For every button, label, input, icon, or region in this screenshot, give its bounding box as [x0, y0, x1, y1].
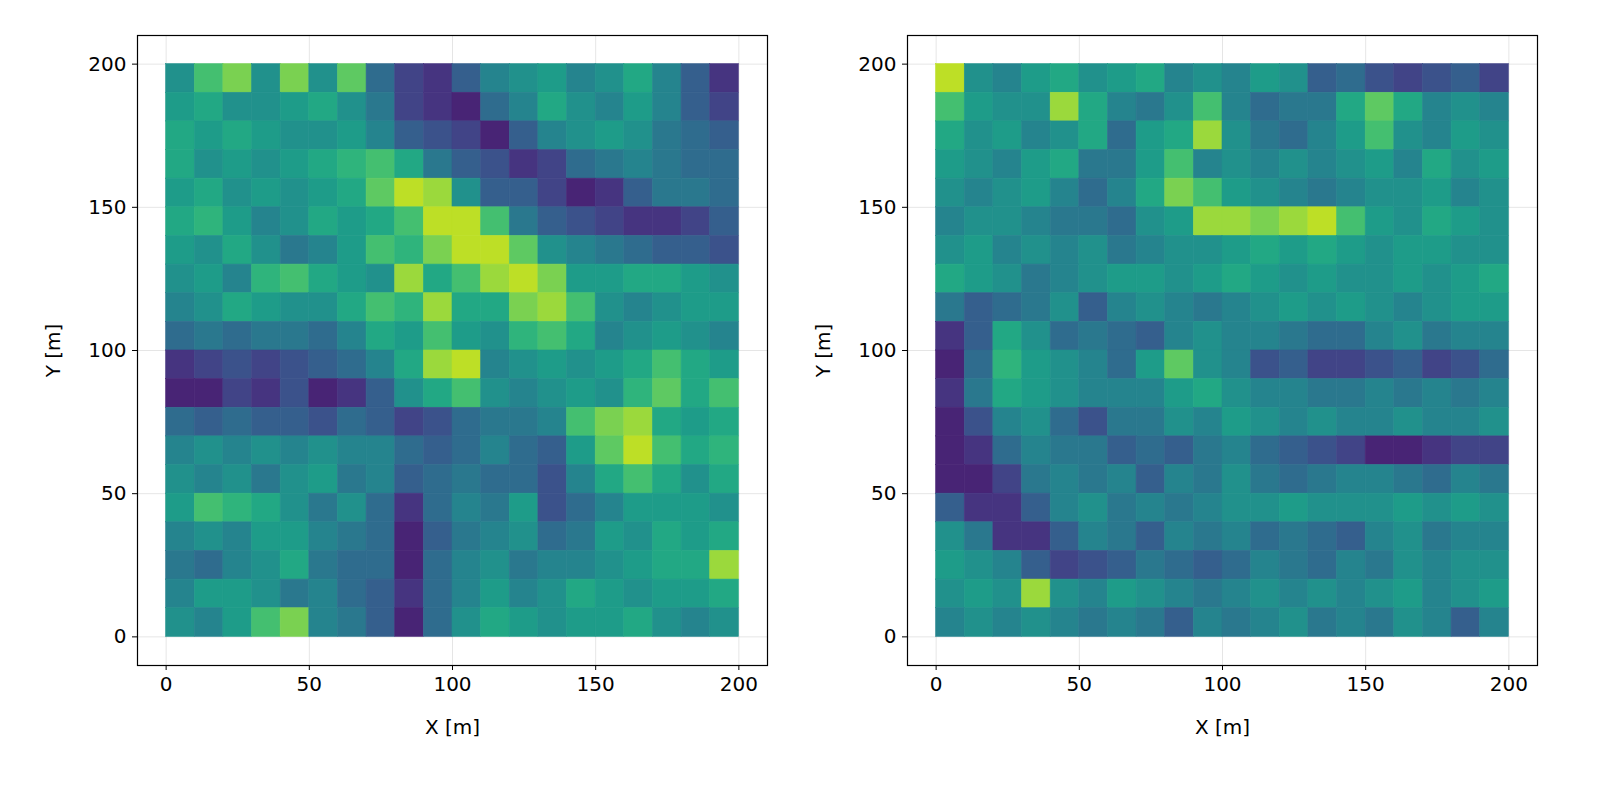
svg-text:100: 100 [88, 338, 126, 362]
svg-text:0: 0 [160, 672, 173, 696]
svg-text:100: 100 [433, 672, 471, 696]
svg-text:150: 150 [577, 672, 615, 696]
svg-text:X [m]: X [m] [1195, 715, 1250, 739]
svg-text:200: 200 [88, 52, 126, 76]
svg-text:50: 50 [297, 672, 322, 696]
svg-text:100: 100 [858, 338, 896, 362]
svg-text:100: 100 [1203, 672, 1241, 696]
svg-text:0: 0 [930, 672, 943, 696]
svg-text:50: 50 [1067, 672, 1092, 696]
svg-text:200: 200 [858, 52, 896, 76]
svg-text:Y [m]: Y [m] [41, 324, 65, 379]
svg-text:200: 200 [720, 672, 758, 696]
svg-text:50: 50 [101, 481, 126, 505]
svg-text:X [m]: X [m] [425, 715, 480, 739]
svg-text:0: 0 [114, 624, 127, 648]
svg-text:150: 150 [88, 195, 126, 219]
svg-text:200: 200 [1490, 672, 1528, 696]
svg-text:Y [m]: Y [m] [811, 324, 835, 379]
svg-text:50: 50 [871, 481, 896, 505]
svg-text:150: 150 [858, 195, 896, 219]
svg-text:0: 0 [884, 624, 897, 648]
svg-text:150: 150 [1347, 672, 1385, 696]
